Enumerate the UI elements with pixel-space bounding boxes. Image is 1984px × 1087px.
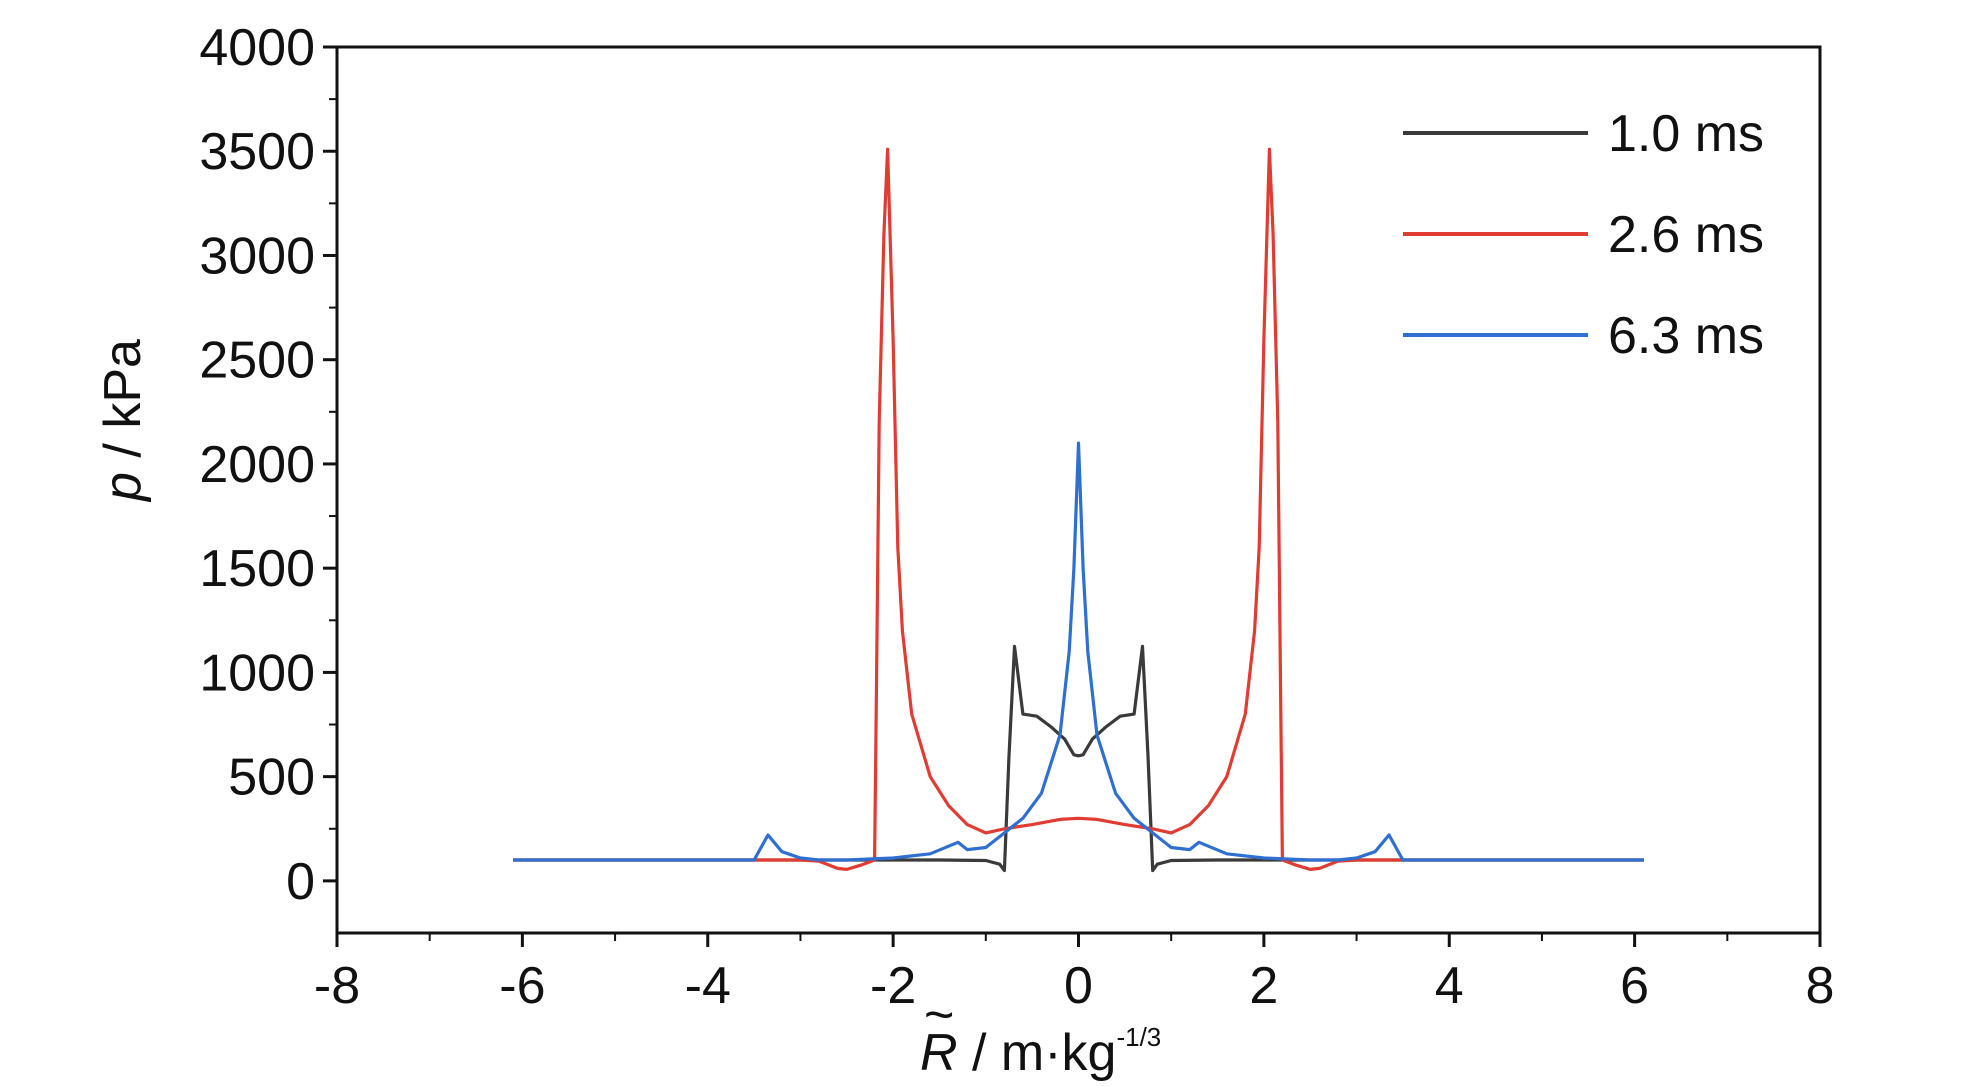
- y-tick-label: 1000: [199, 644, 315, 702]
- x-axis-symbol: R: [920, 1024, 958, 1082]
- x-tick-label: 6: [1620, 957, 1649, 1015]
- x-tick-label: 2: [1249, 957, 1278, 1015]
- y-tick-label: 2500: [199, 332, 315, 390]
- series-line-6-3-ms: [513, 441, 1644, 862]
- x-tick-label: -6: [499, 957, 545, 1015]
- x-tick-label: 8: [1806, 957, 1835, 1015]
- y-axis-title: p / kPa: [94, 339, 152, 503]
- y-axis-symbol: p: [94, 472, 152, 503]
- x-tick-label: -4: [685, 957, 731, 1015]
- x-axis-tilde: ~: [924, 986, 954, 1044]
- svg-text:R / m·kg-1/3: R / m·kg-1/3: [920, 1022, 1161, 1082]
- y-tick-label: 0: [286, 853, 315, 911]
- x-axis-ticks: -8 -6 -4 -2 0 2 4 6 8: [314, 933, 1835, 1015]
- x-tick-label: 4: [1435, 957, 1464, 1015]
- x-axis-title: R / m·kg-1/3 ~: [920, 986, 1161, 1082]
- legend-label: 1.0 ms: [1608, 105, 1764, 163]
- x-tick-label: -8: [314, 957, 360, 1015]
- y-axis-unit: / kPa: [94, 339, 152, 472]
- y-tick-label: 500: [228, 749, 315, 807]
- y-tick-label: 3500: [199, 123, 315, 181]
- series-line-2-6-ms: [513, 147, 1644, 871]
- y-tick-label: 2000: [199, 436, 315, 494]
- y-tick-label: 3000: [199, 227, 315, 285]
- legend: 1.0 ms 2.6 ms 6.3 ms: [1403, 105, 1764, 365]
- x-axis-unit: / m·kg: [958, 1024, 1117, 1082]
- y-tick-label: 4000: [199, 19, 315, 77]
- x-axis-exponent: -1/3: [1116, 1022, 1161, 1052]
- series-layer: [513, 147, 1644, 873]
- series-line-1-0-ms: [513, 644, 1644, 873]
- y-axis-ticks: 0 500 1000 1500 2000 2500 3000 3500 4000: [199, 19, 337, 911]
- y-tick-label: 1500: [199, 540, 315, 598]
- x-tick-label: 0: [1064, 957, 1093, 1015]
- legend-label: 6.3 ms: [1608, 307, 1764, 365]
- legend-label: 2.6 ms: [1608, 206, 1764, 264]
- x-tick-label: -2: [870, 957, 916, 1015]
